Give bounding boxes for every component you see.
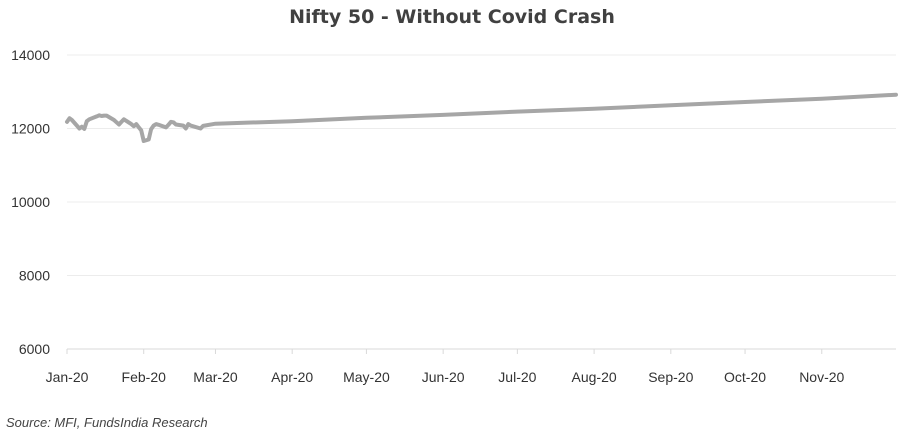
y-tick-label: 12000 [11, 121, 50, 137]
chart-title: Nifty 50 - Without Covid Crash [289, 6, 615, 28]
x-tick-label: Apr-20 [271, 369, 313, 385]
series-line [65, 92, 898, 143]
x-tick-label: Nov-20 [799, 369, 844, 385]
x-axis [66, 348, 896, 354]
y-tick-label: 10000 [11, 194, 50, 210]
x-tick-label: May-20 [343, 369, 390, 385]
source-note: Source: MFI, FundsIndia Research [6, 415, 208, 430]
x-tick-label: Mar-20 [193, 369, 238, 385]
x-tick-label: Jul-20 [498, 369, 536, 385]
y-axis: 6000 8000 10000 12000 14000 [11, 47, 50, 357]
x-tick-label: Sep-20 [648, 369, 693, 385]
x-tick-label: Jan-20 [46, 369, 89, 385]
x-axis-labels: Jan-20 Feb-20 Mar-20 Apr-20 May-20 Jun-20 Jul-… [46, 369, 845, 385]
series-layer [65, 92, 898, 143]
x-tick-label: Oct-20 [724, 369, 766, 385]
gridlines [67, 54, 896, 276]
x-tick-label: Jun-20 [422, 369, 465, 385]
x-tick-label: Aug-20 [572, 369, 617, 385]
y-tick-label: 8000 [19, 268, 50, 284]
y-tick-label: 14000 [11, 47, 50, 63]
x-tick-label: Feb-20 [122, 369, 167, 385]
y-tick-label: 6000 [19, 341, 50, 357]
